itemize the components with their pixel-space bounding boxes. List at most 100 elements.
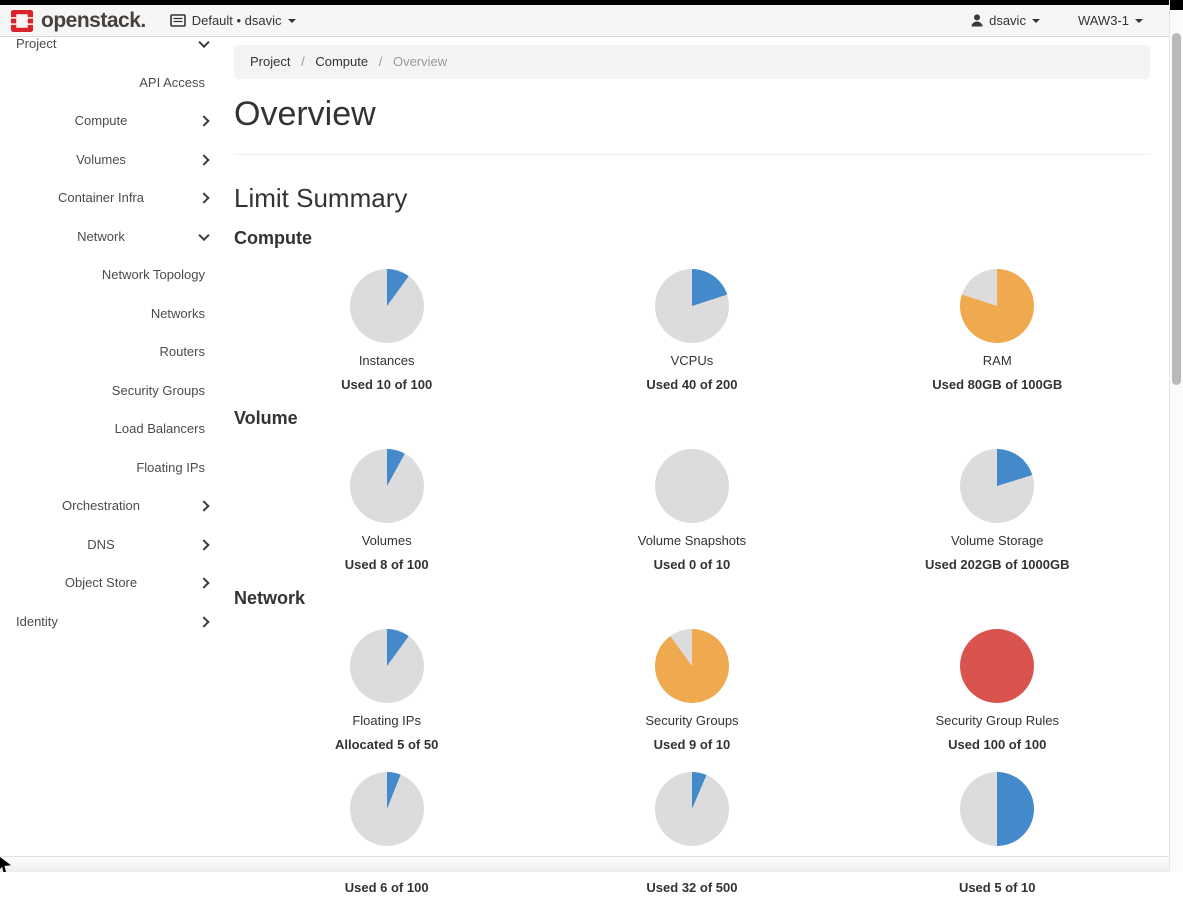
footer-strip (0, 856, 1183, 872)
quota-card-ram: RAM Used 80GB of 100GB (845, 265, 1150, 392)
security-groups-pie-chart (655, 629, 729, 703)
compute-quota-row: Instances Used 10 of 100 VCPUs Used 40 o… (234, 265, 1150, 408)
quota-label: Instances (234, 353, 539, 368)
routers-pie-chart (960, 772, 1034, 846)
quota-label: Security Groups (539, 713, 844, 728)
chevron-right-icon (198, 578, 209, 589)
sidebar-item-container-infra[interactable]: Container Infra (0, 179, 230, 218)
sidebar-item-volumes[interactable]: Volumes (0, 141, 230, 180)
breadcrumb: Project / Compute / Overview (234, 45, 1150, 79)
sidebar-item-label: Orchestration (62, 498, 140, 513)
quota-label: Security Group Rules (845, 713, 1150, 728)
quota-label: Volumes (234, 533, 539, 548)
sidebar-item-orchestration[interactable]: Orchestration (0, 487, 230, 526)
sidebar-item-networks[interactable]: Networks (0, 295, 230, 334)
openstack-brand[interactable]: openstack. (0, 9, 160, 33)
quota-card-instances: Instances Used 10 of 100 (234, 265, 539, 392)
region-menu-label: WAW3-1 (1078, 13, 1129, 28)
sidebar-item-label: Floating IPs (136, 460, 205, 475)
networks-pie-chart (350, 772, 424, 846)
sidebar-item-network[interactable]: Network (0, 218, 230, 257)
sidebar-item-label: Security Groups (112, 383, 205, 398)
scrollbar-thumb[interactable] (1172, 33, 1181, 385)
sidebar-item-project[interactable]: Project (0, 37, 230, 64)
sidebar-item-routers[interactable]: Routers (0, 333, 230, 372)
quota-label: VCPUs (539, 353, 844, 368)
chevron-right-icon (198, 616, 209, 627)
chevron-down-icon (1135, 19, 1143, 23)
quota-card-volumes: Volumes Used 8 of 100 (234, 445, 539, 572)
quota-card-networks: Networks Used 6 of 100 (234, 768, 539, 895)
sidebar-item-label: API Access (139, 75, 205, 90)
sidebar-item-label: Volumes (76, 152, 126, 167)
sidebar-item-security-groups[interactable]: Security Groups (0, 372, 230, 411)
user-icon (971, 14, 983, 27)
vertical-scrollbar[interactable] (1169, 0, 1183, 872)
chevron-down-icon (198, 229, 209, 240)
chevron-down-icon (288, 19, 296, 23)
breadcrumb-compute-link[interactable]: Compute (315, 54, 368, 69)
navbar-right-group: dsavic WAW3-1 (961, 13, 1183, 28)
sidebar-item-label: Project (16, 37, 56, 51)
sidebar-item-floating-ips[interactable]: Floating IPs (0, 449, 230, 488)
sidebar-item-object-store[interactable]: Object Store (0, 564, 230, 603)
context-switcher-label: Default • dsavic (192, 13, 282, 28)
window-top-edge (0, 0, 1183, 5)
chevron-down-icon (198, 37, 209, 48)
volume-storage-pie-chart (960, 449, 1034, 523)
quota-usage: Used 202GB of 1000GB (845, 557, 1150, 572)
user-menu-label: dsavic (989, 13, 1026, 28)
quota-label: Volume Storage (845, 533, 1150, 548)
quota-usage: Used 80GB of 100GB (845, 377, 1150, 392)
sidebar-item-label: DNS (87, 537, 114, 552)
page-title: Overview (234, 95, 1150, 134)
context-switcher-menu[interactable]: Default • dsavic (160, 13, 306, 28)
brand-wordmark: openstack. (41, 9, 146, 33)
quota-usage: Used 9 of 10 (539, 737, 844, 752)
quota-usage: Used 32 of 500 (539, 880, 844, 895)
volume-quota-row: Volumes Used 8 of 100 Volume Snapshots U… (234, 445, 1150, 588)
quota-usage: Used 40 of 200 (539, 377, 844, 392)
quota-usage: Used 5 of 10 (845, 880, 1150, 895)
compute-section-heading: Compute (234, 228, 1150, 249)
scrollbar-top-cap (1170, 0, 1183, 10)
quota-label: Volume Snapshots (539, 533, 844, 548)
sidebar-item-network-topology[interactable]: Network Topology (0, 256, 230, 295)
quota-card-volume-snapshots: Volume Snapshots Used 0 of 10 (539, 445, 844, 572)
quota-usage: Used 6 of 100 (234, 880, 539, 895)
user-menu[interactable]: dsavic (961, 13, 1050, 28)
sidebar-item-load-balancers[interactable]: Load Balancers (0, 410, 230, 449)
sidebar-item-label: Compute (75, 113, 128, 128)
sidebar-item-label: Container Infra (58, 190, 144, 205)
main-content: Project / Compute / Overview Overview Li… (230, 37, 1160, 857)
openstack-logo-icon (10, 9, 34, 33)
ports-pie-chart (655, 772, 729, 846)
quota-card-vcpus: VCPUs Used 40 of 200 (539, 265, 844, 392)
breadcrumb-separator: / (379, 54, 383, 69)
limit-summary-title: Limit Summary (234, 183, 1150, 214)
breadcrumb-project-link[interactable]: Project (250, 54, 290, 69)
sidebar-item-dns[interactable]: DNS (0, 526, 230, 565)
quota-usage: Used 100 of 100 (845, 737, 1150, 752)
sidebar-item-label: Network Topology (102, 267, 205, 282)
floating-ips-pie-chart (350, 629, 424, 703)
instances-pie-chart (350, 269, 424, 343)
quota-label: Floating IPs (234, 713, 539, 728)
network-section-heading: Network (234, 588, 1150, 609)
chevron-right-icon (198, 539, 209, 550)
quota-usage: Used 8 of 100 (234, 557, 539, 572)
sidebar-item-compute[interactable]: Compute (0, 102, 230, 141)
sidebar-item-label: Object Store (65, 575, 137, 590)
quota-card-security-group-rules: Security Group Rules Used 100 of 100 (845, 625, 1150, 752)
sidebar-item-identity[interactable]: Identity (0, 603, 230, 642)
quota-label: RAM (845, 353, 1150, 368)
domain-monitor-icon (170, 14, 186, 27)
chevron-right-icon (198, 501, 209, 512)
security-group-rules-pie-chart (960, 629, 1034, 703)
sidebar-nav: Project API Access Compute Volumes Conta… (0, 37, 230, 872)
breadcrumb-current: Overview (393, 54, 447, 69)
vcpus-pie-chart (655, 269, 729, 343)
sidebar-item-label: Identity (16, 614, 58, 629)
sidebar-item-api-access[interactable]: API Access (0, 64, 230, 103)
region-menu[interactable]: WAW3-1 (1068, 13, 1153, 28)
